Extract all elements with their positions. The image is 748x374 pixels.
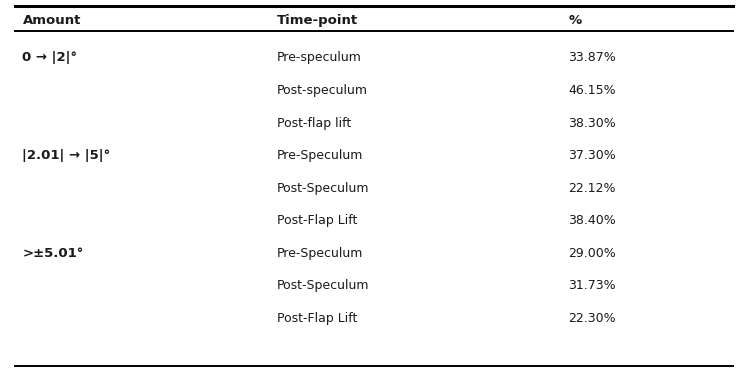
Text: 29.00%: 29.00% [568, 247, 616, 260]
Text: Post-Speculum: Post-Speculum [277, 182, 370, 194]
Text: Post-flap lift: Post-flap lift [277, 117, 351, 129]
Text: %: % [568, 14, 582, 27]
Text: Post-Speculum: Post-Speculum [277, 279, 370, 292]
Text: Post-speculum: Post-speculum [277, 84, 368, 97]
Text: 0 → |2|°: 0 → |2|° [22, 52, 78, 64]
Text: Pre-Speculum: Pre-Speculum [277, 247, 363, 260]
Text: |2.01| → |5|°: |2.01| → |5|° [22, 149, 111, 162]
Text: 38.40%: 38.40% [568, 214, 616, 227]
Text: >±5.01°: >±5.01° [22, 247, 84, 260]
Text: 22.12%: 22.12% [568, 182, 616, 194]
Text: Pre-speculum: Pre-speculum [277, 52, 361, 64]
Text: 22.30%: 22.30% [568, 312, 616, 325]
Text: 31.73%: 31.73% [568, 279, 616, 292]
Text: 33.87%: 33.87% [568, 52, 616, 64]
Text: Pre-Speculum: Pre-Speculum [277, 149, 363, 162]
Text: Post-Flap Lift: Post-Flap Lift [277, 214, 357, 227]
Text: 46.15%: 46.15% [568, 84, 616, 97]
Text: 37.30%: 37.30% [568, 149, 616, 162]
Text: Amount: Amount [22, 14, 81, 27]
Text: 38.30%: 38.30% [568, 117, 616, 129]
Text: Post-Flap Lift: Post-Flap Lift [277, 312, 357, 325]
Text: Time-point: Time-point [277, 14, 358, 27]
